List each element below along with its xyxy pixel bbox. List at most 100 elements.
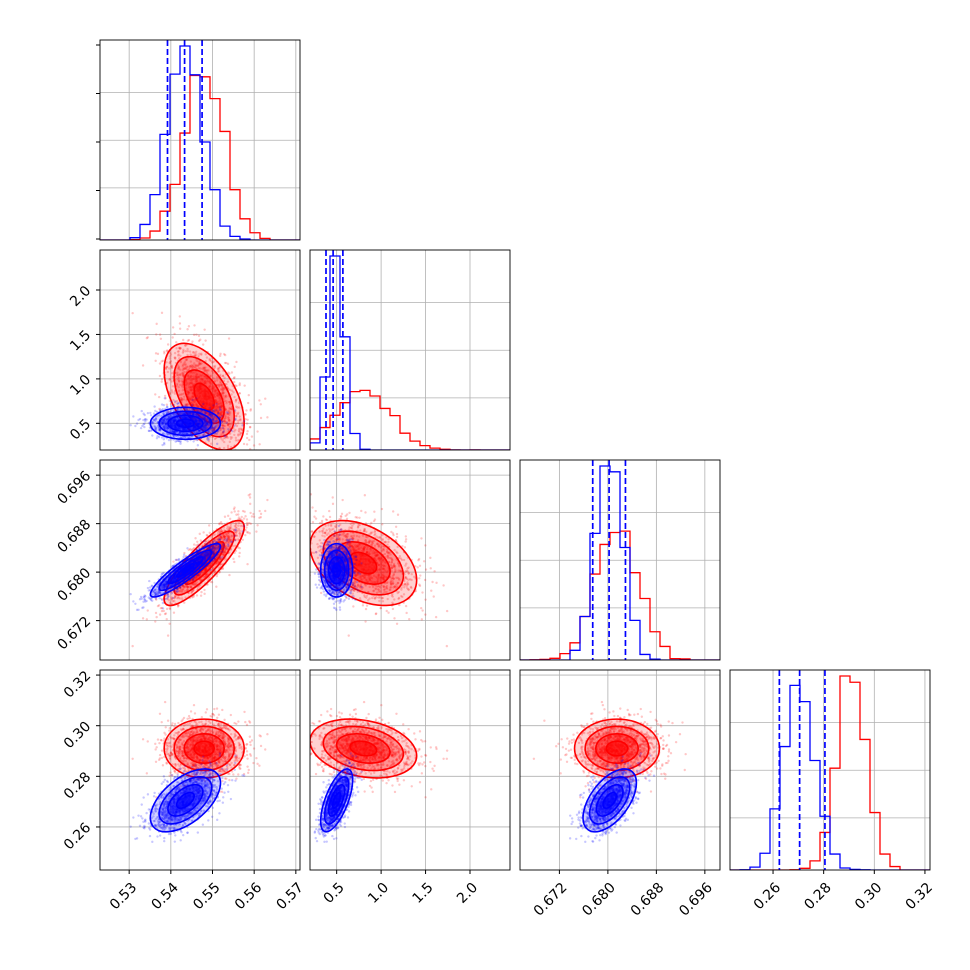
contour-line (335, 732, 391, 764)
contour-line (183, 369, 225, 425)
density-fill (350, 741, 377, 756)
density-fill (332, 563, 341, 577)
histogram-series-0 (310, 255, 510, 450)
panel-2-2 (520, 460, 720, 660)
contour-line (175, 562, 195, 578)
density-fill (176, 792, 195, 809)
x-tick-label: 0.5 (321, 880, 348, 907)
panel-2-3 (520, 670, 720, 870)
x-tick-label: 0.55 (190, 880, 223, 913)
x-tick-label: 0.30 (852, 880, 885, 913)
density-fill (176, 419, 195, 428)
density-fill (606, 741, 628, 756)
contour-line (331, 562, 342, 578)
contour-line (167, 783, 204, 817)
y-tick-label: 0.32 (61, 668, 94, 701)
density-fill (176, 563, 195, 577)
panel-frame (309, 669, 511, 871)
y-tick-label: 0.26 (61, 820, 94, 853)
y-tick-label: 0.680 (55, 565, 95, 605)
x-tick-label: 0.53 (107, 880, 140, 913)
contour-line (605, 740, 629, 757)
y-tick-label: 0.28 (61, 769, 94, 802)
x-tick-label: 1.5 (410, 880, 437, 907)
y-tick-label: 0.5 (67, 416, 94, 443)
panel-frame (99, 459, 301, 661)
contour-line (327, 556, 346, 585)
contour-line (167, 414, 204, 433)
x-tick-label: 0.26 (751, 880, 784, 913)
panel-3-3 (730, 670, 930, 870)
contour-line (595, 783, 624, 817)
contour-line (319, 542, 354, 598)
panel-frame (309, 249, 511, 451)
panel-frame (99, 669, 301, 871)
panel-1-1 (310, 250, 510, 450)
y-tick-label: 1.0 (67, 372, 94, 399)
panel-1-2 (310, 460, 510, 660)
contour-line (175, 791, 195, 810)
contour-line (327, 783, 346, 817)
density-fill (194, 741, 215, 756)
contour-line (335, 541, 391, 586)
contour-line (149, 542, 222, 598)
contour-line (582, 768, 638, 833)
density-fill (349, 552, 377, 574)
panel-frame (519, 459, 721, 661)
contour-line (149, 768, 222, 833)
histogram-series-1 (310, 389, 510, 450)
x-tick-label: 2.0 (454, 880, 481, 907)
panel-1-3 (310, 670, 510, 870)
contour-line (322, 725, 405, 772)
contour-line (588, 776, 631, 825)
contour-line (173, 355, 235, 438)
panel-frame (309, 459, 511, 661)
contour-line (331, 791, 342, 810)
contour-line (158, 549, 213, 592)
histogram-series-1 (520, 530, 720, 660)
contour-line (167, 556, 204, 585)
panel-0-1 (100, 250, 300, 450)
panel-0-3 (100, 670, 300, 870)
x-tick-label: 0.696 (676, 880, 716, 920)
x-tick-label: 0.28 (801, 880, 834, 913)
contour-line (193, 551, 215, 575)
histogram-series-0 (730, 684, 930, 870)
x-tick-label: 0.688 (628, 880, 668, 920)
panel-frame (729, 669, 931, 871)
y-tick-label: 0.672 (55, 614, 95, 654)
contour-line (173, 725, 235, 772)
x-tick-label: 0.57 (274, 880, 307, 913)
x-tick-label: 0.680 (579, 880, 619, 920)
panel-0-2 (100, 460, 300, 660)
density-fill (603, 792, 617, 809)
contour-line (602, 791, 618, 810)
contour-line (323, 776, 350, 825)
contour-line (183, 732, 225, 764)
contour-line (349, 740, 378, 757)
histogram-series-0 (100, 45, 300, 240)
y-tick-label: 0.696 (55, 468, 95, 508)
histogram-series-0 (520, 465, 720, 660)
contour-line (163, 519, 245, 607)
contour-line (193, 382, 215, 411)
y-tick-label: 2.0 (67, 283, 94, 310)
contour-line (323, 549, 350, 592)
x-tick-label: 0.56 (232, 880, 265, 913)
contour-line (158, 410, 213, 437)
density-fill (332, 792, 341, 809)
contour-line (158, 776, 213, 825)
contour-line (175, 418, 195, 429)
y-tick-label: 1.5 (67, 327, 94, 354)
contour-line (319, 768, 354, 833)
y-tick-label: 0.30 (61, 719, 94, 752)
panel-frame (519, 669, 721, 871)
contour-line (149, 406, 222, 441)
panel-frame (99, 39, 301, 241)
x-tick-label: 1.0 (365, 880, 392, 907)
x-tick-label: 0.672 (531, 880, 571, 920)
x-tick-label: 0.54 (149, 880, 182, 913)
contour-line (193, 740, 215, 757)
panel-0-0 (100, 40, 300, 240)
